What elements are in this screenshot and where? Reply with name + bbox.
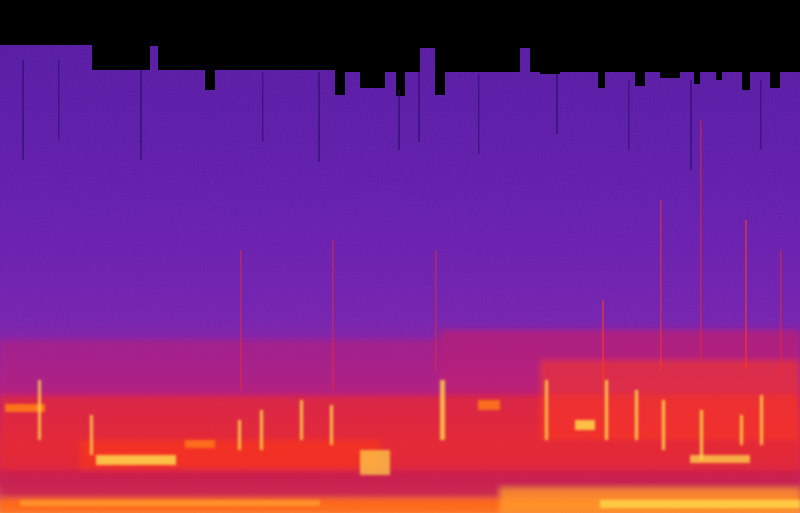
transient-lines — [240, 120, 782, 390]
upper-streaks — [22, 60, 762, 170]
low-frequency-energy — [0, 330, 800, 513]
harmonic-highlights — [5, 380, 800, 508]
top-silence-band — [0, 0, 800, 96]
